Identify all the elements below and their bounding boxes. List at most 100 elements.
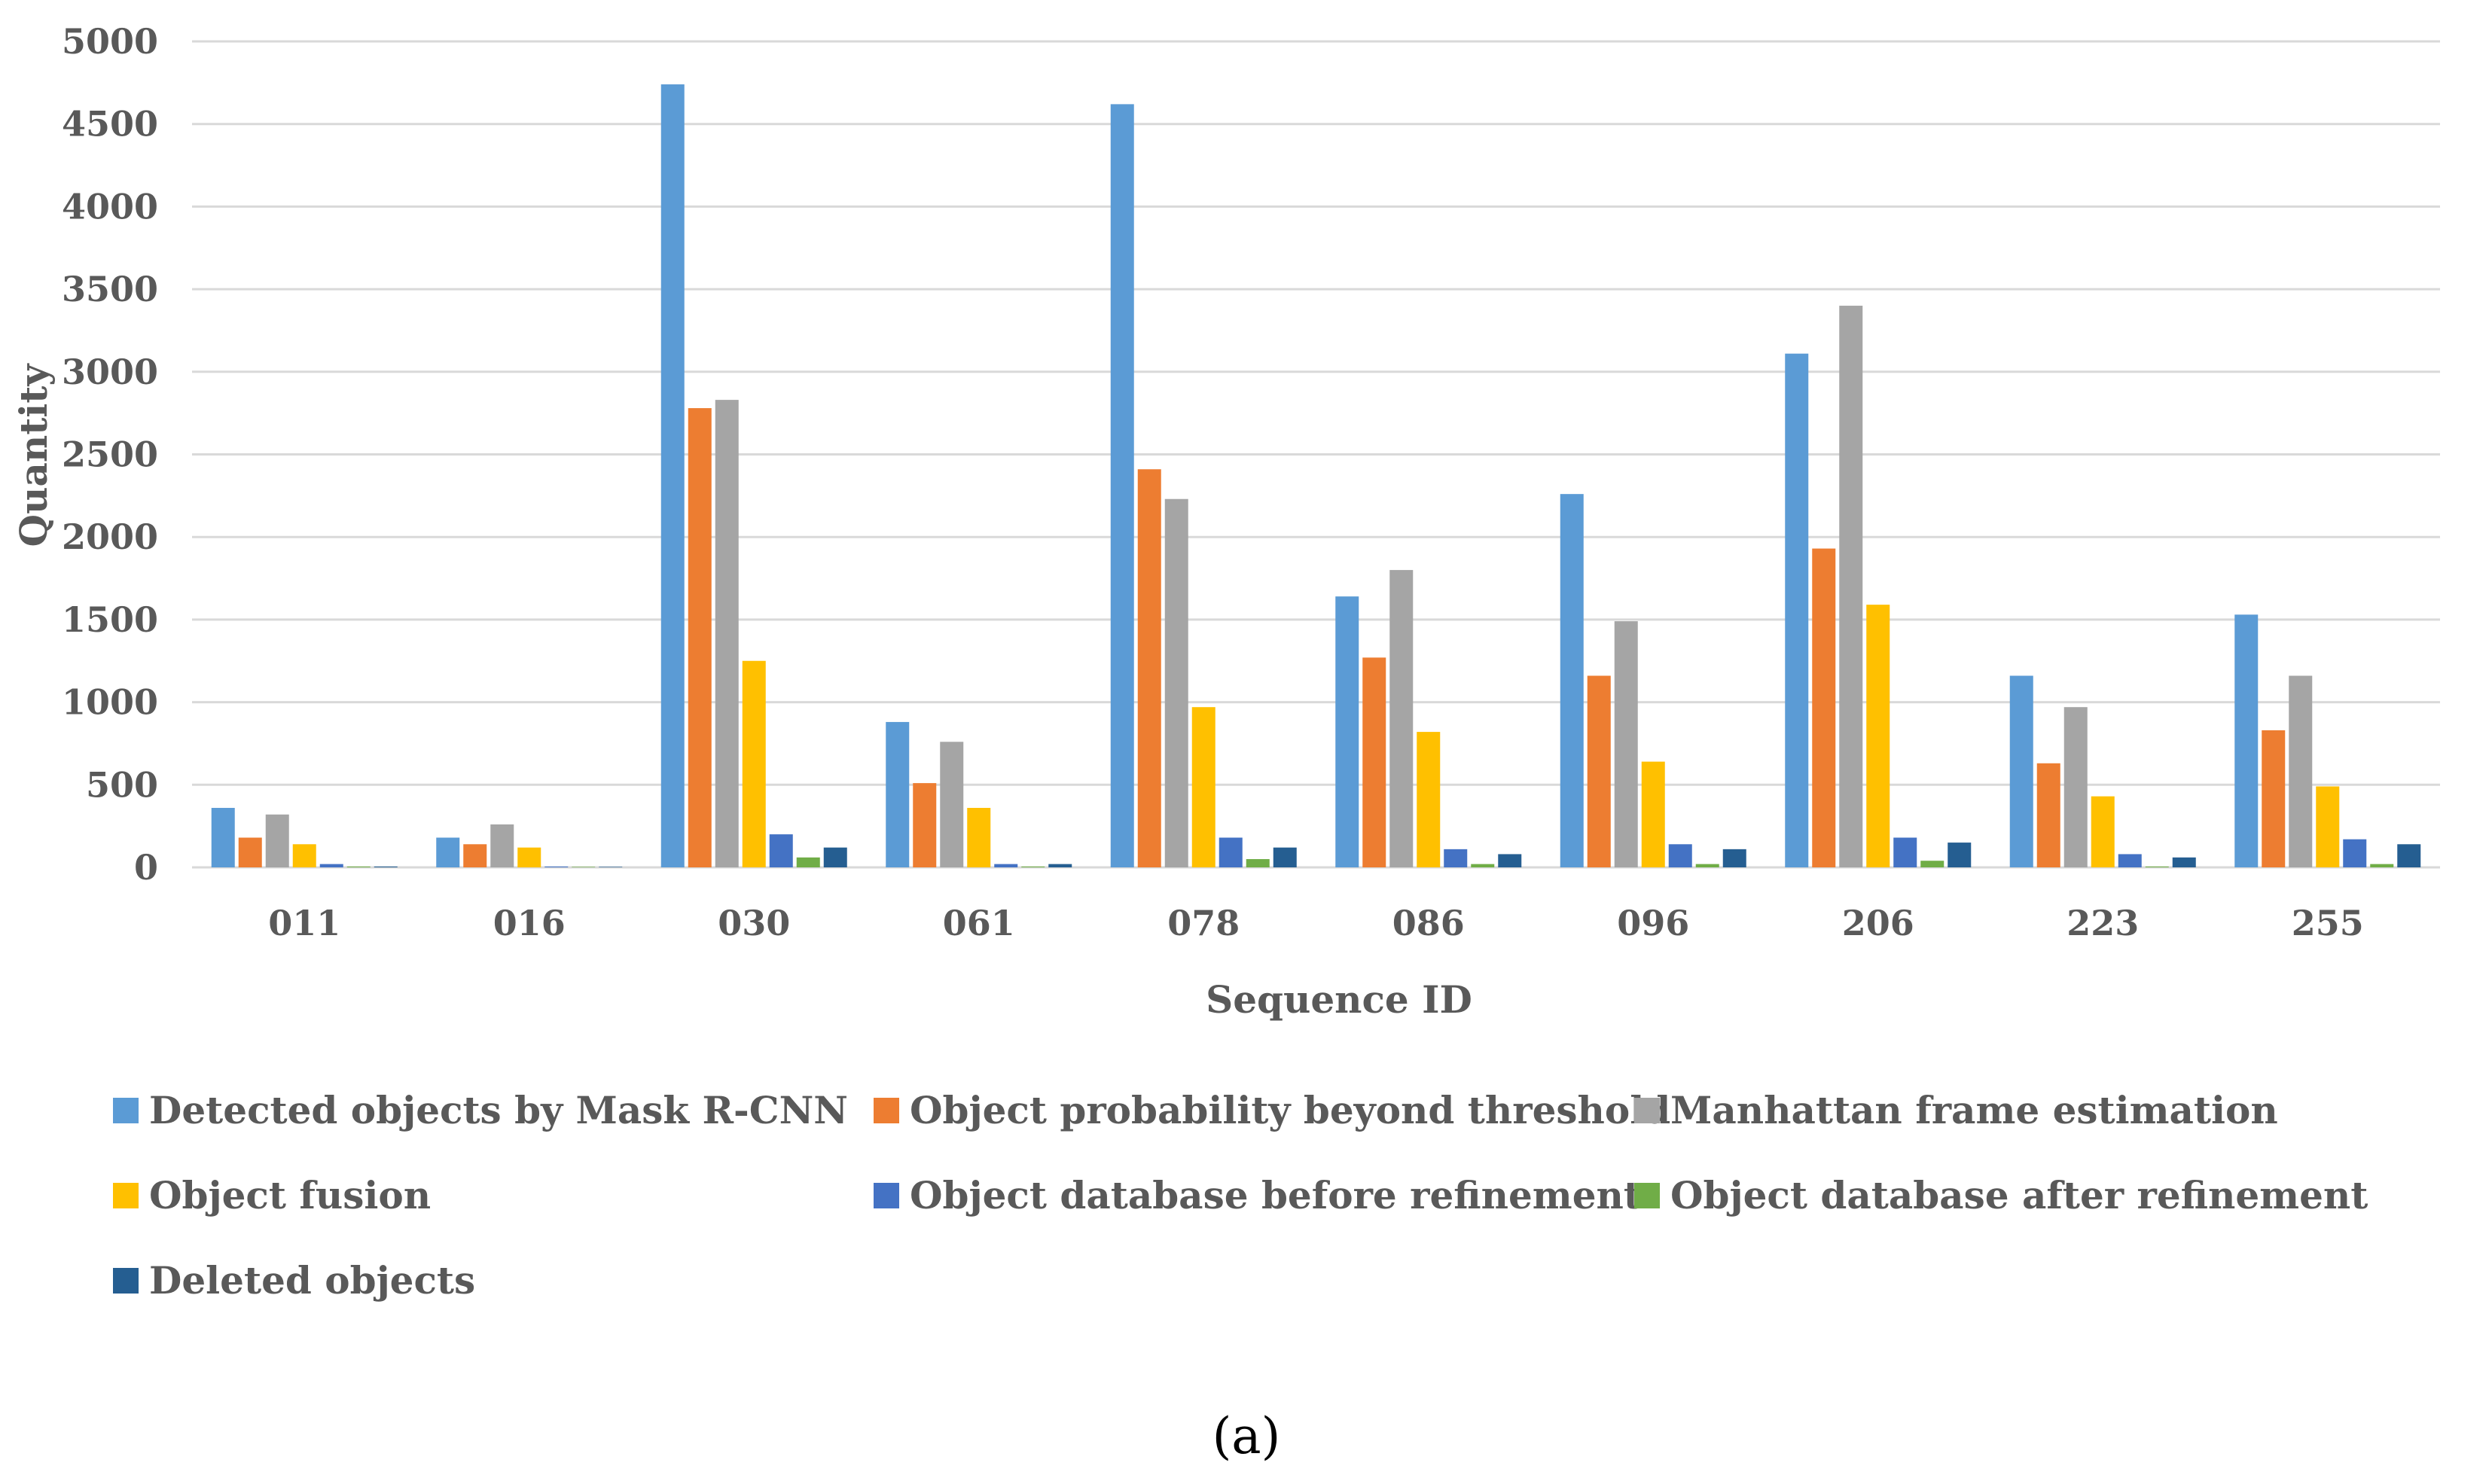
bar-030-s1: [688, 408, 712, 867]
bar-078-s4: [1219, 837, 1243, 867]
x-tick-labels: 011 016 030 061 078 086 096 206 223 255: [268, 903, 2364, 943]
bar-206-s6: [1948, 843, 1972, 867]
bar-030-s2: [715, 400, 739, 867]
y-tick-label: 1500: [62, 599, 158, 640]
y-tick-label: 2000: [62, 517, 158, 557]
bar-255-s5: [2370, 864, 2394, 867]
bar-096-s5: [1695, 864, 1719, 867]
y-axis-title: Quantity: [11, 363, 56, 547]
bar-086-s1: [1362, 657, 1386, 867]
legend-label: Detected objects by Mask R-CNN: [149, 1088, 848, 1132]
bar-206-s0: [1785, 353, 1809, 867]
bar-086-s5: [1471, 864, 1495, 867]
legend-swatch: [113, 1098, 139, 1123]
bar-255-s3: [2316, 786, 2340, 867]
x-tick-label: 011: [268, 903, 340, 943]
bar-030-s5: [796, 857, 820, 867]
y-tick-label: 1000: [62, 682, 158, 723]
legend-label: Deleted objects: [149, 1258, 475, 1303]
bar-011-s3: [292, 844, 316, 867]
y-tick-label: 500: [86, 764, 158, 805]
legend: Detected objects by Mask R-CNN Object pro…: [113, 1088, 2368, 1303]
figure-caption: (a): [1212, 1407, 1281, 1465]
x-axis-title: Sequence ID: [1206, 977, 1472, 1022]
legend-label: Manhattan frame estimation: [1670, 1088, 2278, 1132]
bar-096-s4: [1668, 844, 1692, 867]
bar-061-s0: [886, 721, 910, 867]
bar-061-s6: [1048, 864, 1072, 867]
bar-206-s3: [1866, 605, 1890, 867]
x-tick-label: 078: [1167, 903, 1240, 943]
x-tick-label: 086: [1392, 903, 1465, 943]
legend-item: Object probability beyond threshold: [874, 1088, 1670, 1132]
bar-096-s6: [1722, 849, 1746, 867]
bars: [211, 84, 2421, 868]
bar-061-s3: [967, 808, 991, 867]
bar-206-s4: [1893, 837, 1917, 867]
bar-030-s4: [769, 834, 793, 867]
bar-011-s2: [265, 814, 289, 867]
x-tick-label: 255: [2292, 903, 2364, 943]
bar-016-s2: [490, 824, 514, 867]
bar-016-s1: [463, 844, 487, 867]
legend-label: Object database after refinement: [1670, 1173, 2368, 1217]
bar-078-s6: [1273, 847, 1297, 867]
bar-086-s2: [1389, 570, 1414, 867]
bar-016-s3: [517, 847, 541, 867]
x-tick-label: 061: [943, 903, 1015, 943]
gridlines: [192, 40, 2440, 869]
bar-078-s3: [1191, 707, 1215, 867]
bar-078-s2: [1164, 498, 1188, 867]
bar-255-s4: [2343, 839, 2367, 867]
bar-206-s1: [1812, 548, 1836, 867]
legend-swatch: [874, 1183, 899, 1208]
legend-item: Manhattan frame estimation: [1634, 1088, 2278, 1132]
y-tick-label: 5000: [62, 21, 158, 62]
bar-255-s2: [2289, 675, 2313, 867]
legend-item: Object fusion: [113, 1173, 431, 1217]
bar-096-s0: [1560, 494, 1584, 867]
bar-011-s0: [211, 808, 235, 867]
x-tick-label: 016: [493, 903, 566, 943]
bar-078-s0: [1110, 104, 1134, 867]
bar-061-s4: [994, 864, 1018, 867]
bar-096-s1: [1587, 675, 1611, 867]
bar-030-s6: [823, 847, 847, 867]
bar-223-s2: [2063, 707, 2088, 867]
bar-096-s2: [1614, 621, 1638, 867]
bar-223-s4: [2118, 854, 2142, 867]
bar-086-s4: [1444, 849, 1468, 867]
legend-swatch: [113, 1268, 139, 1294]
legend-swatch: [113, 1183, 139, 1208]
bar-030-s3: [742, 660, 766, 867]
bar-061-s1: [913, 783, 937, 867]
bar-206-s2: [1839, 306, 1863, 867]
bar-255-s1: [2262, 730, 2286, 867]
legend-item: Object database after refinement: [1634, 1173, 2368, 1217]
legend-item: Object database before refinement: [874, 1173, 1641, 1217]
x-tick-label: 030: [718, 903, 790, 943]
bar-223-s6: [2172, 857, 2196, 867]
x-tick-label: 223: [2066, 903, 2139, 943]
y-tick-label: 4500: [62, 104, 158, 145]
legend-label: Object fusion: [149, 1173, 431, 1217]
bar-223-s3: [2091, 796, 2115, 867]
y-tick-label: 0: [134, 847, 158, 888]
y-tick-label: 3500: [62, 269, 158, 309]
bar-016-s0: [436, 837, 460, 867]
bar-086-s3: [1417, 732, 1441, 867]
bar-223-s0: [2009, 675, 2033, 867]
y-tick-label: 4000: [62, 186, 158, 227]
legend-item: Detected objects by Mask R-CNN: [113, 1088, 848, 1132]
y-tick-label: 2500: [62, 434, 158, 475]
y-tick-labels: 0 500 1000 1500 2000 2500 3000 3500 4000 4500 5000: [62, 21, 158, 888]
legend-label: Object database before refinement: [910, 1173, 1641, 1217]
bar-078-s5: [1246, 859, 1270, 867]
legend-swatch: [874, 1098, 899, 1123]
bar-255-s6: [2397, 844, 2421, 867]
bar-011-s1: [238, 837, 262, 867]
bar-206-s5: [1920, 861, 1944, 867]
bar-030-s0: [660, 84, 685, 868]
bar-255-s0: [2234, 614, 2259, 867]
